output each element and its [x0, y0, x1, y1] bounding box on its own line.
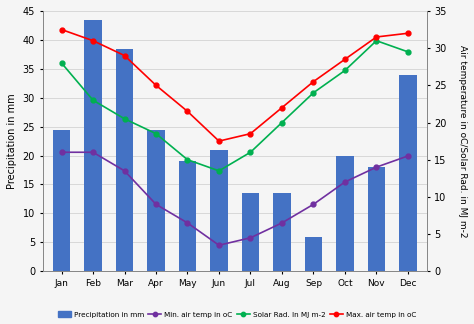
Min. air temp in oC — [216, 243, 222, 247]
Bar — [210, 150, 228, 271]
Max. air temp in oC — [90, 39, 96, 43]
Max. air temp in oC — [247, 132, 253, 136]
Min. air temp in oC — [59, 150, 64, 154]
Min. air temp in oC — [122, 169, 128, 173]
Min. air temp in oC — [153, 202, 159, 206]
Max. air temp in oC — [310, 80, 316, 84]
Solar Rad. In MJ m-2 — [279, 121, 285, 124]
Min. air temp in oC — [185, 221, 191, 225]
Max. air temp in oC — [122, 54, 128, 58]
Min. air temp in oC — [405, 154, 411, 158]
Min. air temp in oC — [247, 236, 253, 240]
Bar — [368, 167, 385, 271]
Legend: Precipitation in mm, Min. air temp in oC, Solar Rad. In MJ m-2, Max. air temp in: Precipitation in mm, Min. air temp in oC… — [55, 308, 419, 320]
Max. air temp in oC — [342, 57, 348, 61]
Min. air temp in oC — [342, 180, 348, 184]
Bar — [399, 75, 417, 271]
Bar — [84, 20, 102, 271]
Line: Min. air temp in oC: Min. air temp in oC — [59, 150, 410, 248]
Bar — [179, 161, 196, 271]
Min. air temp in oC — [374, 165, 379, 169]
Line: Max. air temp in oC: Max. air temp in oC — [59, 27, 410, 144]
Solar Rad. In MJ m-2 — [90, 98, 96, 102]
Bar — [116, 49, 133, 271]
Max. air temp in oC — [405, 31, 411, 35]
Line: Solar Rad. In MJ m-2: Solar Rad. In MJ m-2 — [59, 38, 410, 173]
Solar Rad. In MJ m-2 — [374, 39, 379, 43]
Solar Rad. In MJ m-2 — [153, 132, 159, 136]
Min. air temp in oC — [310, 202, 316, 206]
Solar Rad. In MJ m-2 — [185, 158, 191, 162]
Y-axis label: Precipitation in mm: Precipitation in mm — [7, 93, 17, 189]
Solar Rad. In MJ m-2 — [310, 91, 316, 95]
Solar Rad. In MJ m-2 — [405, 50, 411, 54]
Min. air temp in oC — [279, 221, 285, 225]
Y-axis label: Air temperature in oC/Solar Rad. in MJ m-2: Air temperature in oC/Solar Rad. in MJ m… — [458, 45, 467, 237]
Min. air temp in oC — [90, 150, 96, 154]
Max. air temp in oC — [59, 28, 64, 31]
Solar Rad. In MJ m-2 — [216, 169, 222, 173]
Solar Rad. In MJ m-2 — [247, 150, 253, 154]
Bar — [336, 156, 354, 271]
Solar Rad. In MJ m-2 — [59, 61, 64, 65]
Max. air temp in oC — [216, 139, 222, 143]
Bar — [242, 193, 259, 271]
Max. air temp in oC — [279, 106, 285, 110]
Bar — [273, 193, 291, 271]
Bar — [53, 130, 70, 271]
Max. air temp in oC — [374, 35, 379, 39]
Solar Rad. In MJ m-2 — [342, 68, 348, 72]
Bar — [305, 237, 322, 271]
Max. air temp in oC — [153, 83, 159, 87]
Max. air temp in oC — [185, 110, 191, 113]
Bar — [147, 130, 164, 271]
Solar Rad. In MJ m-2 — [122, 117, 128, 121]
